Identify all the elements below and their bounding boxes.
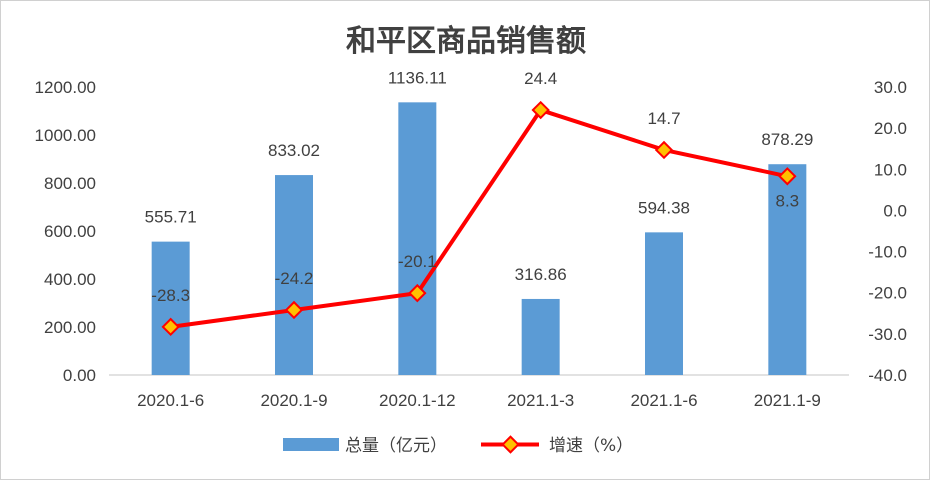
legend-swatch-marker [501,435,520,454]
bar-data-label: 1136.11 [388,68,447,87]
chart-title: 和平区商品销售额 [346,24,586,59]
bar [521,298,560,375]
right-axis-tick-label: 20.0 [874,119,907,138]
right-axis-tick-label: 30.0 [874,78,907,97]
left-axis-tick-label: 1200.00 [35,78,96,97]
growth-line [170,108,788,329]
bar [151,241,190,375]
left-axis-tick-label: 600.00 [44,222,96,241]
line-point-marker [531,100,550,120]
legend: 总量（亿元） 增速（%） [283,435,633,456]
bar-data-label: 878.29 [761,130,813,149]
x-axis-ticks: 2020.1-6 2020.1-9 2020.1-12 2021.1-3 2021.1-… [137,391,821,410]
bar-data-label: 555.71 [145,208,197,227]
right-axis-tick-label: 10.0 [874,160,907,179]
legend-label-bar: 总量（亿元） [345,436,447,456]
bar [645,232,683,375]
line-data-label: 24.4 [524,69,557,88]
bar-data-label: 833.02 [268,141,320,160]
x-axis-tick-label: 2020.1-6 [137,391,204,410]
bar [398,102,437,375]
line-point-marker [654,140,674,160]
left-axis-ticks: 0.00 200.00 400.00 600.00 800.00 1000.00 1200.… [35,78,96,385]
right-axis-tick-label: -30.0 [868,325,907,344]
line-data-label: 14.7 [647,109,680,128]
right-axis-tick-label: -10.0 [868,243,907,262]
legend-swatch-bar [283,438,339,451]
bar-data-label: 316.86 [515,265,567,284]
line-point-marker [778,167,797,186]
x-axis-tick-label: 2020.1-9 [260,391,327,410]
left-axis-tick-label: 0.00 [63,366,96,385]
right-axis-ticks: -40.0 -30.0 -20.0 -10.0 0.0 10.0 20.0 30.0 [868,78,907,385]
line-series: -28.3 -24.2 -20.1 24.4 14.7 8.3 [151,69,800,337]
legend-label-line: 增速（%） [549,436,633,456]
right-axis-tick-label: -40.0 [868,366,907,385]
line-data-label: -20.1 [398,252,437,271]
right-axis-tick-label: 0.0 [883,201,907,220]
x-axis-tick-label: 2021.1-9 [754,391,821,410]
bar-data-label: 594.38 [638,198,690,217]
bar-series: 555.71 833.02 1136.11 316.86 594.38 878.29 [145,68,813,375]
line-point-marker [408,283,427,303]
left-axis-tick-label: 1000.00 [35,126,96,145]
right-axis-tick-label: -20.0 [868,284,907,303]
x-axis-tick-label: 2020.1-12 [379,391,456,410]
left-axis-tick-label: 400.00 [44,270,96,289]
x-axis-tick-label: 2021.1-3 [507,391,574,410]
bar [768,164,807,375]
line-data-label: -28.3 [151,286,190,305]
left-axis-tick-label: 200.00 [44,318,96,337]
line-point-marker [284,300,304,320]
x-axis-tick-label: 2021.1-6 [630,391,697,410]
line-data-label: -24.2 [275,269,314,288]
left-axis-tick-label: 800.00 [44,174,96,193]
line-point-marker [161,317,180,337]
line-data-label: 8.3 [776,191,800,210]
bar [275,175,313,375]
